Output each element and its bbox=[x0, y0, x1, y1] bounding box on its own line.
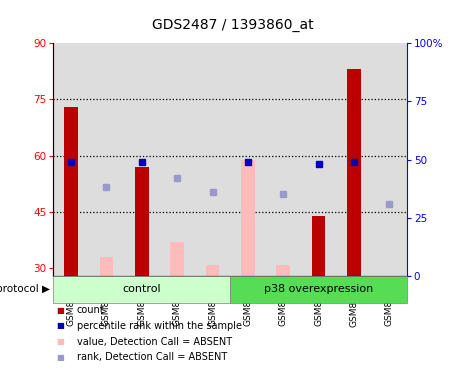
Text: percentile rank within the sample: percentile rank within the sample bbox=[77, 321, 242, 331]
Bar bbox=[277, 265, 290, 276]
Bar bbox=[53, 43, 89, 276]
Bar bbox=[312, 216, 325, 276]
Bar bbox=[336, 43, 372, 276]
Bar bbox=[372, 43, 407, 276]
Bar bbox=[171, 242, 184, 276]
Bar bbox=[159, 43, 195, 276]
Bar bbox=[230, 43, 266, 276]
Text: GDS2487 / 1393860_at: GDS2487 / 1393860_at bbox=[152, 18, 313, 32]
Text: ■: ■ bbox=[57, 353, 64, 362]
Bar bbox=[206, 265, 219, 276]
Bar bbox=[135, 167, 148, 276]
Bar bbox=[266, 43, 301, 276]
Bar bbox=[301, 43, 336, 276]
Bar bbox=[241, 159, 254, 276]
Text: count: count bbox=[77, 305, 104, 315]
Text: rank, Detection Call = ABSENT: rank, Detection Call = ABSENT bbox=[77, 352, 227, 362]
Text: p38 overexpression: p38 overexpression bbox=[264, 284, 373, 294]
Text: value, Detection Call = ABSENT: value, Detection Call = ABSENT bbox=[77, 337, 232, 346]
Text: ■: ■ bbox=[57, 337, 64, 346]
Text: ■: ■ bbox=[57, 306, 64, 315]
Text: control: control bbox=[122, 284, 161, 294]
Bar bbox=[65, 107, 78, 276]
Text: ■: ■ bbox=[57, 321, 64, 330]
Text: protocol ▶: protocol ▶ bbox=[0, 284, 50, 294]
Bar bbox=[89, 43, 124, 276]
Bar bbox=[124, 43, 159, 276]
Bar bbox=[195, 43, 230, 276]
Bar bbox=[100, 257, 113, 276]
Bar bbox=[347, 69, 360, 276]
